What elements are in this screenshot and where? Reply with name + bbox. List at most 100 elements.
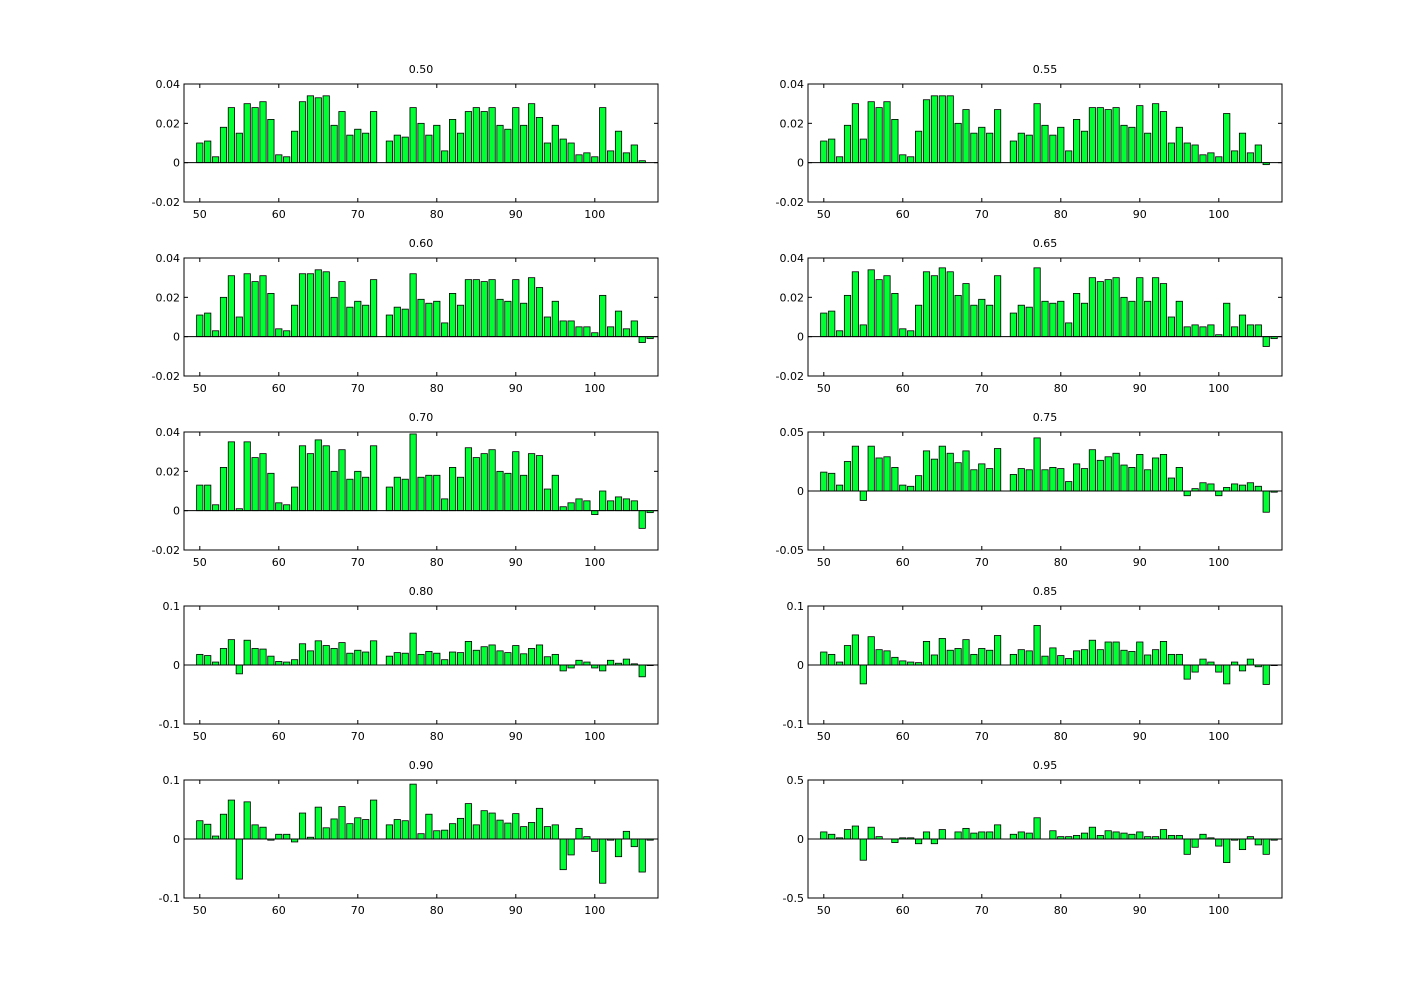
bar bbox=[1073, 650, 1081, 666]
bar bbox=[1199, 658, 1207, 666]
bar bbox=[433, 124, 441, 164]
bar bbox=[306, 95, 314, 164]
bar bbox=[1065, 322, 1073, 338]
bar bbox=[859, 490, 867, 501]
bar bbox=[535, 287, 544, 338]
bar bbox=[1096, 459, 1104, 492]
bar bbox=[401, 652, 409, 666]
bar bbox=[401, 308, 409, 338]
bar bbox=[851, 445, 859, 492]
bar bbox=[1223, 838, 1231, 864]
bar bbox=[1136, 831, 1144, 840]
bar bbox=[306, 273, 314, 338]
bar bbox=[1246, 482, 1254, 492]
bar bbox=[883, 275, 891, 338]
bar bbox=[504, 472, 512, 512]
y-tick-label: 0.5 bbox=[787, 774, 805, 787]
bar bbox=[1223, 664, 1231, 685]
bar bbox=[1120, 832, 1128, 840]
bar bbox=[891, 292, 899, 338]
bar bbox=[1175, 126, 1183, 164]
bar bbox=[275, 833, 283, 840]
bar bbox=[464, 111, 472, 164]
bar bbox=[330, 296, 338, 338]
bar bbox=[528, 822, 536, 840]
bar bbox=[512, 813, 520, 840]
subplot-title: 0.65 bbox=[1033, 237, 1058, 250]
bar bbox=[1088, 277, 1096, 338]
bar bbox=[520, 826, 528, 840]
bar bbox=[978, 831, 986, 840]
bar bbox=[543, 316, 551, 338]
bar bbox=[1049, 466, 1057, 492]
bar bbox=[425, 302, 433, 338]
bar bbox=[843, 461, 852, 492]
bar bbox=[441, 829, 449, 840]
bar bbox=[1041, 124, 1049, 164]
bar bbox=[1207, 483, 1215, 492]
y-tick-label: 0 bbox=[797, 659, 804, 672]
bar bbox=[267, 655, 275, 666]
bar bbox=[275, 502, 283, 512]
bar bbox=[283, 504, 291, 512]
bar bbox=[1017, 132, 1025, 164]
bar bbox=[1128, 833, 1136, 840]
bar bbox=[1167, 477, 1175, 492]
y-tick-label: -0.1 bbox=[159, 718, 180, 731]
y-tick-label: 0 bbox=[173, 659, 180, 672]
bar bbox=[630, 838, 638, 848]
subplot-8: 0.90 50 60 70 80 90 100 -0.1 0 0.1 bbox=[159, 759, 659, 917]
bar bbox=[907, 156, 915, 164]
bar bbox=[417, 653, 425, 666]
bar bbox=[851, 825, 859, 840]
bar bbox=[1128, 466, 1136, 492]
bar bbox=[820, 312, 828, 338]
bar bbox=[614, 310, 623, 338]
bar bbox=[851, 103, 859, 164]
bar bbox=[219, 813, 228, 840]
bar bbox=[891, 838, 899, 843]
bar bbox=[314, 97, 322, 164]
bar bbox=[1238, 314, 1247, 338]
x-tick-label: 60 bbox=[896, 208, 910, 221]
bar bbox=[986, 831, 994, 840]
bar bbox=[259, 826, 267, 840]
subplot-title: 0.75 bbox=[1033, 411, 1058, 424]
bar bbox=[362, 476, 370, 512]
bar bbox=[1033, 103, 1041, 164]
bar bbox=[551, 300, 559, 338]
bar bbox=[196, 142, 204, 164]
y-tick-label: -0.02 bbox=[776, 196, 804, 209]
x-tick-label: 70 bbox=[351, 730, 365, 743]
subplot-title: 0.85 bbox=[1033, 585, 1058, 598]
subplot-6: 0.80 50 60 70 80 90 100 -0.1 0 0.1 bbox=[159, 585, 659, 743]
bar bbox=[354, 128, 362, 164]
bar bbox=[417, 298, 425, 338]
x-tick-label: 80 bbox=[1054, 382, 1068, 395]
bar bbox=[488, 812, 496, 840]
bar bbox=[1183, 664, 1191, 680]
bar bbox=[970, 653, 978, 666]
bar bbox=[1096, 281, 1104, 338]
bar bbox=[828, 472, 836, 492]
bar bbox=[1159, 111, 1168, 164]
bar bbox=[946, 452, 954, 492]
x-tick-label: 80 bbox=[430, 382, 444, 395]
y-tick-label: 0 bbox=[173, 331, 180, 344]
bar bbox=[275, 661, 283, 666]
bar bbox=[512, 107, 520, 164]
bar bbox=[1120, 124, 1128, 164]
x-tick-label: 80 bbox=[430, 208, 444, 221]
bar bbox=[449, 823, 457, 840]
bar bbox=[227, 441, 235, 512]
y-tick-label: 0.02 bbox=[156, 291, 181, 304]
bar bbox=[496, 298, 504, 338]
bar bbox=[1262, 664, 1270, 685]
bar bbox=[409, 107, 417, 164]
x-tick-label: 50 bbox=[817, 556, 831, 569]
x-tick-label: 90 bbox=[1133, 904, 1147, 917]
bar bbox=[528, 103, 536, 164]
bar bbox=[1041, 469, 1049, 492]
bar bbox=[962, 639, 970, 666]
bar bbox=[251, 648, 259, 666]
